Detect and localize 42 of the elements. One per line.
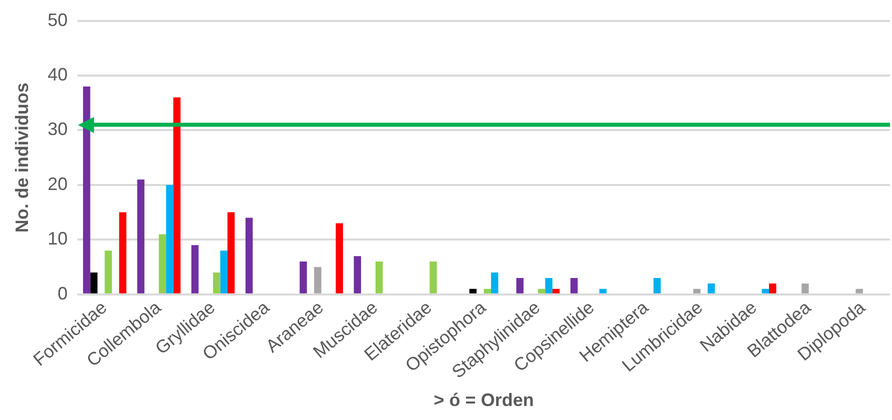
bar (354, 256, 362, 294)
bar (552, 288, 560, 294)
x-axis-title: > ó = Orden (434, 390, 534, 410)
bar (137, 179, 144, 294)
bar (570, 278, 578, 294)
bar (191, 245, 199, 294)
bar (375, 262, 383, 294)
y-tick-label: 20 (48, 174, 68, 194)
bar (430, 262, 437, 294)
bar (802, 283, 809, 294)
y-tick-label: 50 (48, 10, 68, 30)
bar (158, 234, 166, 294)
bar (166, 184, 174, 294)
y-axis-title: No. de individuos (12, 82, 32, 233)
bar (246, 218, 253, 294)
y-tick-label: 40 (48, 64, 68, 84)
bar (300, 262, 307, 294)
y-tick-label: 10 (48, 228, 68, 249)
bar (769, 283, 776, 294)
bar (104, 250, 112, 294)
bar (762, 288, 770, 294)
bar (90, 272, 98, 294)
bar (220, 250, 228, 294)
bar (693, 288, 700, 294)
bar (491, 272, 498, 294)
bar (314, 267, 322, 294)
bar (213, 272, 220, 294)
bar (173, 97, 181, 294)
y-tick-label: 30 (48, 119, 68, 140)
bar (336, 223, 343, 294)
bar (516, 278, 524, 294)
bar (119, 212, 126, 294)
bar (538, 288, 546, 294)
bar (654, 278, 661, 294)
bar (484, 288, 492, 294)
bar (856, 288, 863, 294)
bar (469, 288, 477, 294)
y-tick-label: 0 (58, 283, 68, 304)
bar (545, 278, 552, 294)
bar (227, 212, 235, 294)
bar (708, 283, 715, 294)
bar (599, 288, 607, 294)
